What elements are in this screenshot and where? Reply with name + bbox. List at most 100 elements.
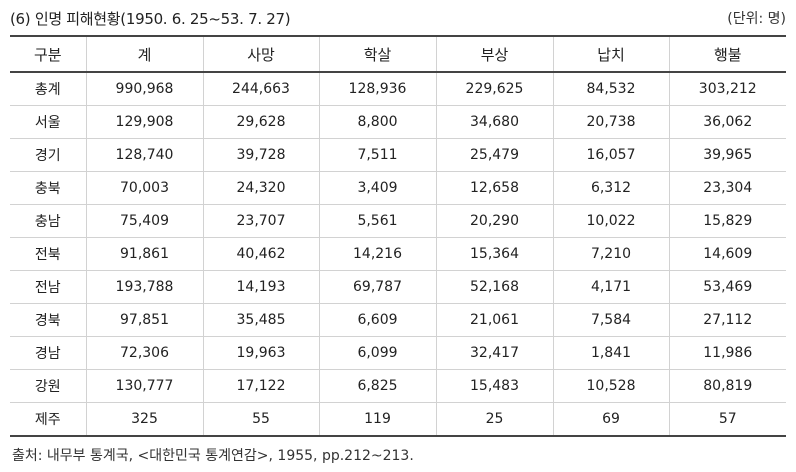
table-title: (6) 인명 피해현황(1950. 6. 25~53. 7. 27) <box>10 10 291 28</box>
value-cell: 10,528 <box>552 369 669 403</box>
value-cell: 128,740 <box>85 138 203 172</box>
table-row: 충남 75,409 23,707 5,561 20,290 10,022 15,829 <box>10 204 786 238</box>
table-caption: (6) 인명 피해현황(1950. 6. 25~53. 7. 27) (단위: … <box>10 8 786 30</box>
table-row: 경북 97,851 35,485 6,609 21,061 7,584 27,112 <box>10 303 786 337</box>
value-cell: 7,210 <box>552 237 669 271</box>
region-cell: 충북 <box>10 171 86 205</box>
value-cell: 6,312 <box>552 171 669 205</box>
value-cell: 69 <box>552 402 669 437</box>
value-cell: 52,168 <box>435 270 553 304</box>
table-row: 충북 70,003 24,320 3,409 12,658 6,312 23,304 <box>10 171 786 205</box>
value-cell: 32,417 <box>435 336 553 370</box>
value-cell: 6,609 <box>318 303 436 337</box>
value-cell: 325 <box>85 402 203 437</box>
region-cell: 경남 <box>10 336 86 370</box>
value-cell: 11,986 <box>668 336 786 370</box>
value-cell: 15,829 <box>668 204 786 238</box>
value-cell: 244,663 <box>202 72 319 106</box>
column-header: 납치 <box>552 35 669 73</box>
value-cell: 84,532 <box>552 72 669 106</box>
value-cell: 6,099 <box>318 336 436 370</box>
table-row: 강원 130,777 17,122 6,825 15,483 10,528 80,819 <box>10 369 786 403</box>
value-cell: 14,216 <box>318 237 436 271</box>
region-cell: 제주 <box>10 402 86 437</box>
header-row: 구분 계 사망 학살 부상 납치 행불 <box>10 35 786 73</box>
value-cell: 24,320 <box>202 171 319 205</box>
value-cell: 15,364 <box>435 237 553 271</box>
column-header: 계 <box>85 35 203 73</box>
value-cell: 27,112 <box>668 303 786 337</box>
value-cell: 34,680 <box>435 105 553 139</box>
value-cell: 229,625 <box>435 72 553 106</box>
value-cell: 57 <box>668 402 786 437</box>
table-row: 경기 128,740 39,728 7,511 25,479 16,057 39,965 <box>10 138 786 172</box>
region-cell: 전북 <box>10 237 86 271</box>
value-cell: 8,800 <box>318 105 436 139</box>
value-cell: 4,171 <box>552 270 669 304</box>
region-cell: 총계 <box>10 72 86 106</box>
table-header: 구분 계 사망 학살 부상 납치 행불 <box>10 35 786 73</box>
value-cell: 36,062 <box>668 105 786 139</box>
value-cell: 6,825 <box>318 369 436 403</box>
value-cell: 39,965 <box>668 138 786 172</box>
value-cell: 25,479 <box>435 138 553 172</box>
value-cell: 35,485 <box>202 303 319 337</box>
value-cell: 91,861 <box>85 237 203 271</box>
value-cell: 5,561 <box>318 204 436 238</box>
region-cell: 전남 <box>10 270 86 304</box>
value-cell: 7,584 <box>552 303 669 337</box>
value-cell: 72,306 <box>85 336 203 370</box>
value-cell: 20,290 <box>435 204 553 238</box>
value-cell: 130,777 <box>85 369 203 403</box>
column-header: 구분 <box>10 35 86 73</box>
value-cell: 53,469 <box>668 270 786 304</box>
value-cell: 25 <box>435 402 553 437</box>
value-cell: 19,963 <box>202 336 319 370</box>
table-row: 서울 129,908 29,628 8,800 34,680 20,738 36,062 <box>10 105 786 139</box>
value-cell: 75,409 <box>85 204 203 238</box>
value-cell: 1,841 <box>552 336 669 370</box>
casualty-table: 구분 계 사망 학살 부상 납치 행불 총계 990,968 244,663 128,936 229… <box>10 35 786 437</box>
table-row: 총계 990,968 244,663 128,936 229,625 84,532 303,… <box>10 72 786 106</box>
value-cell: 39,728 <box>202 138 319 172</box>
column-header: 학살 <box>318 35 436 73</box>
value-cell: 303,212 <box>668 72 786 106</box>
table-row: 제주 325 55 119 25 69 57 <box>10 402 786 437</box>
value-cell: 40,462 <box>202 237 319 271</box>
value-cell: 23,707 <box>202 204 319 238</box>
value-cell: 3,409 <box>318 171 436 205</box>
value-cell: 70,003 <box>85 171 203 205</box>
table-row: 전남 193,788 14,193 69,787 52,168 4,171 53,469 <box>10 270 786 304</box>
value-cell: 55 <box>202 402 319 437</box>
column-header: 사망 <box>202 35 319 73</box>
value-cell: 17,122 <box>202 369 319 403</box>
source-note: 출처: 내무부 통계국, <대한민국 통계연감>, 1955, pp.212~2… <box>12 448 414 464</box>
value-cell: 12,658 <box>435 171 553 205</box>
value-cell: 80,819 <box>668 369 786 403</box>
unit-label: (단위: 명) <box>727 11 786 27</box>
value-cell: 193,788 <box>85 270 203 304</box>
column-header: 부상 <box>435 35 553 73</box>
value-cell: 119 <box>318 402 436 437</box>
value-cell: 23,304 <box>668 171 786 205</box>
value-cell: 15,483 <box>435 369 553 403</box>
table-row: 전북 91,861 40,462 14,216 15,364 7,210 14,609 <box>10 237 786 271</box>
table-row: 경남 72,306 19,963 6,099 32,417 1,841 11,986 <box>10 336 786 370</box>
value-cell: 20,738 <box>552 105 669 139</box>
table-body: 총계 990,968 244,663 128,936 229,625 84,532 303,… <box>10 72 786 437</box>
region-cell: 서울 <box>10 105 86 139</box>
value-cell: 990,968 <box>85 72 203 106</box>
region-cell: 경북 <box>10 303 86 337</box>
column-header: 행불 <box>668 35 786 73</box>
value-cell: 10,022 <box>552 204 669 238</box>
value-cell: 16,057 <box>552 138 669 172</box>
value-cell: 129,908 <box>85 105 203 139</box>
value-cell: 21,061 <box>435 303 553 337</box>
region-cell: 충남 <box>10 204 86 238</box>
value-cell: 14,609 <box>668 237 786 271</box>
value-cell: 14,193 <box>202 270 319 304</box>
value-cell: 7,511 <box>318 138 436 172</box>
region-cell: 강원 <box>10 369 86 403</box>
region-cell: 경기 <box>10 138 86 172</box>
value-cell: 29,628 <box>202 105 319 139</box>
